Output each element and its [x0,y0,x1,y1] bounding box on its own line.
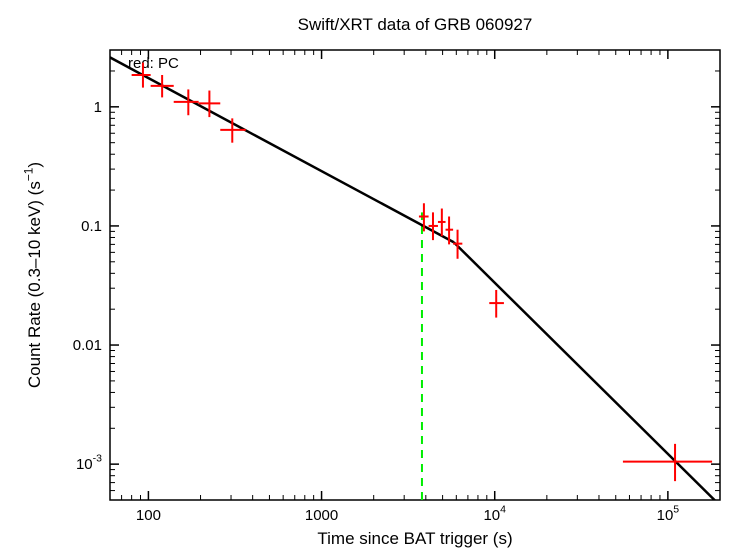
chart-container: 100 1000 104 105 10-3 0.01 0.1 1 Swift/XRT data … [0,0,746,558]
x-tick-label: 1000 [305,507,338,524]
legend-text: red: PC [128,55,179,72]
y-tick-label: 0.01 [73,337,102,354]
y-tick-label: 1 [94,99,102,116]
model-line [454,242,720,505]
chart-title: Swift/XRT data of GRB 060927 [298,15,533,34]
x-tick-label: 100 [136,507,161,524]
chart-svg: 100 1000 104 105 10-3 0.01 0.1 1 Swift/XRT data … [0,0,746,558]
y-tick-label: 0.1 [81,218,102,235]
y-tick-label: 10-3 [76,453,102,474]
y-axis-label: Count Rate (0.3–10 keV) (s−1) [21,162,44,388]
x-tick-label: 105 [657,504,680,525]
plot-frame [110,50,720,500]
x-tick-label: 104 [483,504,506,525]
x-axis-label: Time since BAT trigger (s) [317,529,512,548]
